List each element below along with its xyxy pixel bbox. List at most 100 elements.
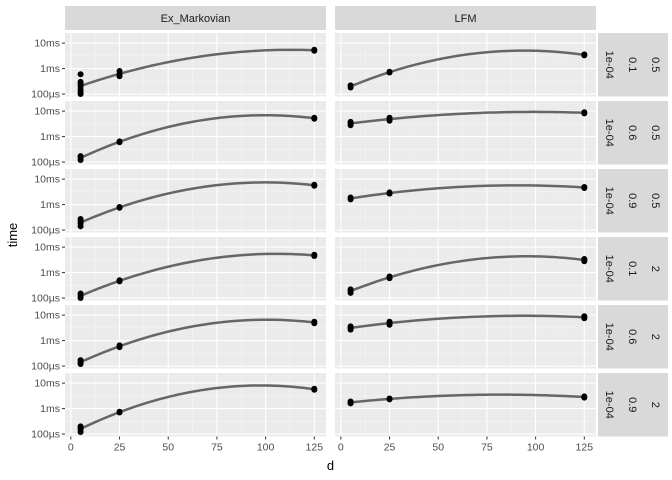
x-tick-label: 0 (68, 442, 74, 454)
row-strip (598, 33, 668, 97)
data-point (116, 204, 123, 211)
y-tick-label: 100µs (31, 225, 60, 237)
row-strip-label: 0.5 (649, 57, 661, 72)
x-tick-label: 50 (162, 442, 174, 454)
data-point (116, 277, 123, 284)
data-point (347, 118, 354, 125)
y-tick-label: 10ms (34, 106, 60, 118)
y-tick-label: 100µs (31, 429, 60, 441)
data-point (347, 398, 354, 405)
x-tick-label: 125 (306, 442, 324, 454)
row-strip-label: 0.5 (649, 193, 661, 208)
y-tick-label: 10ms (34, 38, 60, 50)
data-point (581, 109, 588, 116)
row-strip-label: 0.9 (626, 193, 638, 208)
panel-background (65, 237, 326, 301)
y-tick-label: 1ms (40, 63, 60, 75)
row-strip-label: 2 (649, 402, 661, 408)
row-strip-label: 0.1 (626, 57, 638, 72)
y-tick-label: 1ms (40, 131, 60, 143)
y-tick-label: 10ms (34, 378, 60, 390)
row-strip (598, 169, 668, 233)
panel-background (335, 169, 596, 233)
x-tick-label: 100 (527, 442, 545, 454)
data-point (311, 181, 318, 188)
data-point (116, 138, 123, 145)
row-strip-label: 2 (649, 266, 661, 272)
y-tick-label: 100µs (31, 157, 60, 169)
y-tick-label: 1ms (40, 335, 60, 347)
row-strip-label: 2 (649, 334, 661, 340)
y-axis-title: time (5, 223, 20, 248)
row-strip-label: 1e-04 (603, 323, 615, 351)
y-tick-label: 10ms (34, 310, 60, 322)
row-strip (598, 305, 668, 369)
row-strip-label: 0.1 (626, 261, 638, 276)
row-strip (598, 237, 668, 301)
panel-background (335, 101, 596, 165)
panel-background (65, 305, 326, 369)
panel-background (65, 169, 326, 233)
data-point (77, 71, 84, 78)
data-point (77, 153, 84, 160)
y-tick-label: 1ms (40, 403, 60, 415)
column-strip (335, 6, 596, 30)
panel-background (335, 373, 596, 437)
row-strip (598, 101, 668, 165)
data-point (581, 51, 588, 58)
x-tick-label: 125 (576, 442, 594, 454)
data-point (347, 82, 354, 89)
data-point (347, 286, 354, 293)
row-strip-label: 1e-04 (603, 51, 615, 79)
data-point (347, 194, 354, 201)
data-point (581, 393, 588, 400)
data-point (581, 313, 588, 320)
y-tick-label: 10ms (34, 242, 60, 254)
data-point (77, 290, 84, 297)
x-tick-label: 25 (114, 442, 126, 454)
x-axis-title: d (327, 458, 334, 473)
data-point (386, 68, 393, 75)
data-point (77, 423, 84, 430)
x-tick-label: 50 (432, 442, 444, 454)
row-strip-label: 1e-04 (603, 119, 615, 147)
column-strip-label: LFM (455, 13, 477, 25)
data-point (386, 318, 393, 325)
data-point (77, 357, 84, 364)
column-strip (65, 6, 326, 30)
data-point (386, 273, 393, 280)
data-point (386, 189, 393, 196)
y-tick-label: 100µs (31, 361, 60, 373)
panel-background (335, 305, 596, 369)
row-strip-label: 0.9 (626, 397, 638, 412)
data-point (77, 78, 84, 85)
y-tick-label: 100µs (31, 293, 60, 305)
data-point (581, 256, 588, 263)
panel-background (65, 373, 326, 437)
y-tick-label: 100µs (31, 89, 60, 101)
x-tick-label: 100 (257, 442, 275, 454)
row-strip-label: 0.5 (649, 125, 661, 140)
data-point (347, 323, 354, 330)
row-strip-label: 0.6 (626, 329, 638, 344)
x-tick-label: 75 (211, 442, 223, 454)
data-point (581, 184, 588, 191)
data-point (386, 395, 393, 402)
data-point (311, 251, 318, 258)
data-point (311, 318, 318, 325)
row-strip-label: 1e-04 (603, 255, 615, 283)
data-point (386, 114, 393, 121)
data-point (116, 408, 123, 415)
data-point (311, 114, 318, 121)
column-strip-label: Ex_Markovian (161, 13, 231, 25)
panel-background (335, 33, 596, 97)
row-strip-label: 0.6 (626, 125, 638, 140)
panel-background (65, 101, 326, 165)
data-point (116, 342, 123, 349)
panel-background (335, 237, 596, 301)
panel-background (65, 33, 326, 97)
x-tick-label: 25 (384, 442, 396, 454)
data-point (116, 68, 123, 75)
x-tick-label: 75 (481, 442, 493, 454)
